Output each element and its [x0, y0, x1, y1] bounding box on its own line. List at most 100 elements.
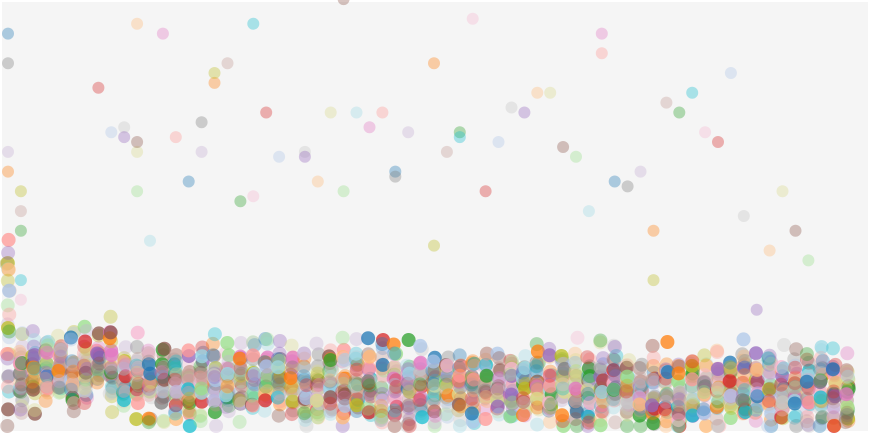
data-point — [492, 371, 507, 386]
data-point — [673, 106, 686, 119]
data-point — [710, 385, 724, 400]
data-point — [451, 397, 466, 412]
data-point — [131, 363, 146, 377]
data-point — [516, 394, 531, 409]
data-point — [710, 381, 725, 396]
data-point — [349, 332, 364, 347]
data-point — [2, 307, 17, 322]
data-point — [569, 404, 584, 419]
data-point — [710, 396, 725, 411]
data-point — [311, 347, 326, 362]
data-point — [645, 372, 660, 387]
data-point — [26, 372, 40, 386]
data-point — [105, 364, 120, 378]
data-point — [556, 377, 570, 392]
data-point — [634, 361, 649, 376]
data-point — [169, 348, 184, 363]
data-point — [323, 406, 338, 421]
data-point — [40, 338, 55, 353]
data-point — [2, 324, 17, 339]
data-point — [38, 365, 53, 380]
data-point — [1, 369, 16, 384]
data-point — [325, 402, 340, 417]
data-point — [273, 394, 288, 409]
data-point — [205, 336, 220, 351]
data-point — [0, 379, 15, 394]
data-point — [440, 409, 455, 424]
data-point — [531, 86, 544, 99]
data-point — [686, 397, 701, 412]
data-point — [428, 408, 443, 423]
data-point — [608, 368, 623, 383]
data-point — [181, 382, 196, 397]
data-point — [25, 324, 40, 339]
data-point — [593, 360, 608, 375]
data-point — [361, 374, 376, 389]
data-point — [518, 376, 533, 391]
data-point — [774, 377, 789, 392]
data-point — [402, 376, 417, 391]
data-point — [13, 384, 28, 399]
data-point — [517, 381, 532, 396]
data-point — [182, 419, 197, 433]
data-point — [660, 390, 675, 405]
data-point — [14, 377, 29, 392]
data-point — [207, 370, 222, 385]
data-point — [297, 374, 311, 389]
data-point — [130, 354, 144, 369]
data-point — [338, 352, 353, 367]
data-point — [322, 364, 337, 378]
data-point — [234, 376, 248, 391]
data-point — [349, 365, 364, 380]
data-point — [646, 416, 661, 431]
data-point — [671, 366, 686, 381]
data-point — [776, 361, 791, 376]
data-point — [348, 379, 363, 394]
data-point — [363, 383, 378, 398]
data-point — [814, 340, 829, 355]
data-point — [350, 357, 365, 372]
data-point — [801, 355, 816, 370]
data-point — [193, 370, 207, 385]
data-point — [144, 234, 156, 247]
data-point — [477, 392, 492, 407]
data-point — [750, 362, 765, 377]
data-point — [762, 394, 776, 409]
data-point — [375, 393, 390, 408]
data-point — [620, 378, 635, 393]
data-point — [375, 337, 390, 351]
data-point — [426, 354, 441, 369]
data-point — [389, 170, 402, 183]
data-point — [710, 345, 725, 359]
data-point — [827, 373, 842, 388]
data-point — [129, 359, 144, 374]
data-point — [593, 333, 608, 348]
data-point — [324, 106, 337, 119]
data-point — [285, 383, 300, 398]
data-point — [338, 371, 353, 386]
data-point — [776, 185, 789, 198]
data-point — [155, 361, 170, 375]
data-point — [54, 381, 69, 396]
data-point — [802, 395, 817, 410]
data-point — [246, 383, 261, 397]
data-point — [376, 106, 389, 119]
data-point — [39, 356, 54, 371]
data-point — [735, 347, 750, 362]
data-point — [221, 404, 236, 419]
data-point — [557, 384, 572, 399]
data-point — [440, 145, 453, 158]
data-point — [555, 381, 570, 396]
data-point — [735, 393, 750, 408]
data-point — [14, 185, 27, 198]
data-point — [735, 376, 750, 391]
data-point — [516, 394, 531, 409]
data-point — [763, 365, 778, 380]
data-point — [478, 402, 493, 417]
data-point — [141, 346, 156, 361]
data-point — [362, 361, 377, 376]
data-point — [53, 349, 68, 364]
data-point — [167, 357, 182, 372]
data-point — [39, 356, 54, 371]
data-point — [14, 405, 29, 420]
